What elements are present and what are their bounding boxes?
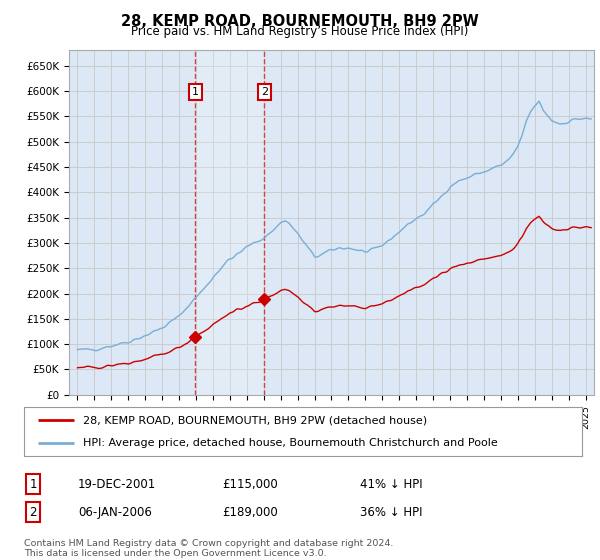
Text: 1: 1 [192, 87, 199, 97]
Text: 41% ↓ HPI: 41% ↓ HPI [360, 478, 422, 491]
Text: 1: 1 [29, 478, 37, 491]
Text: 36% ↓ HPI: 36% ↓ HPI [360, 506, 422, 519]
Text: 2: 2 [261, 87, 268, 97]
Text: HPI: Average price, detached house, Bournemouth Christchurch and Poole: HPI: Average price, detached house, Bour… [83, 438, 497, 448]
Text: Price paid vs. HM Land Registry’s House Price Index (HPI): Price paid vs. HM Land Registry’s House … [131, 25, 469, 38]
Text: 28, KEMP ROAD, BOURNEMOUTH, BH9 2PW (detached house): 28, KEMP ROAD, BOURNEMOUTH, BH9 2PW (det… [83, 416, 427, 426]
Text: £189,000: £189,000 [222, 506, 278, 519]
Bar [196, 50, 265, 395]
Text: 06-JAN-2006: 06-JAN-2006 [78, 506, 152, 519]
Text: £115,000: £115,000 [222, 478, 278, 491]
Text: 28, KEMP ROAD, BOURNEMOUTH, BH9 2PW: 28, KEMP ROAD, BOURNEMOUTH, BH9 2PW [121, 14, 479, 29]
Text: Contains HM Land Registry data © Crown copyright and database right 2024.
This d: Contains HM Land Registry data © Crown c… [24, 539, 394, 558]
Text: 19-DEC-2001: 19-DEC-2001 [78, 478, 156, 491]
Text: 2: 2 [29, 506, 37, 519]
